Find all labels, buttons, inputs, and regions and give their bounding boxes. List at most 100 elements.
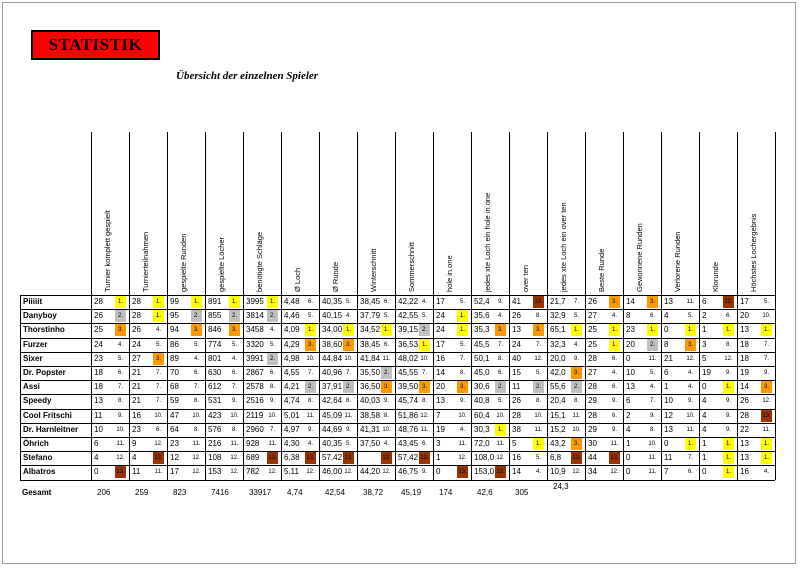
cell-rank: 10. [306, 355, 315, 362]
cell-value: 43,45 [398, 439, 419, 448]
cell-value: 689 [246, 453, 260, 463]
cell-value: 17 [436, 297, 445, 306]
cell-value: 11 [132, 467, 141, 477]
cell-value: 6 [664, 368, 669, 377]
cell-rank: 7. [155, 398, 161, 405]
row-player-name: Albatros [23, 467, 56, 477]
cell-value: 2 [702, 311, 707, 321]
column-header: hole in one [445, 255, 454, 292]
cell-value: 612 [208, 382, 222, 392]
cell-value: 16 [132, 410, 141, 420]
column-header: Klorunde [711, 261, 720, 292]
cell-value: 57,42 [398, 453, 419, 463]
cell-rank: 9. [117, 412, 123, 419]
cell-value: 928 [246, 439, 260, 448]
cell-value: 39,15 [398, 325, 419, 335]
grid-line [319, 132, 320, 480]
cell-rank: 13. [267, 452, 278, 465]
grid-line [661, 132, 662, 480]
cell-value: 89 [170, 353, 179, 363]
cell-rank: 5. [649, 370, 655, 376]
cell-value: 2 [626, 410, 631, 420]
column-header: Winterschnitt [369, 248, 378, 292]
cell-rank: 1. [723, 466, 734, 479]
cell-rank: 10. [230, 412, 239, 419]
cell-rank: 6. [307, 299, 313, 305]
cell-value: 4,30 [284, 439, 300, 448]
cell-value: 108,0 [474, 453, 495, 463]
cell-rank: 11. [496, 441, 505, 447]
row-player-name: Furzer [23, 339, 48, 349]
cell-rank: 1. [761, 324, 772, 337]
cell-value: 21 [664, 353, 673, 363]
cell-rank: 9. [573, 355, 579, 362]
cell-value: 52,4 [474, 297, 490, 306]
cell-rank: 7. [117, 384, 123, 391]
cell-rank: 3. [419, 381, 430, 394]
cell-rank: 12. [116, 455, 125, 462]
cell-rank: 3. [571, 367, 582, 379]
cell-rank: 13. [153, 452, 164, 465]
cell-value: 6 [94, 439, 99, 448]
grid-line [623, 132, 624, 480]
cell-rank: 9. [611, 398, 617, 405]
cell-value: 108 [208, 453, 222, 463]
grid-line [20, 422, 775, 424]
cell-rank: 9. [231, 398, 237, 405]
cell-value: 25 [94, 325, 103, 335]
cell-rank: 13. [723, 296, 734, 308]
cell-value: 0 [664, 325, 669, 335]
cell-rank: 1. [685, 324, 696, 337]
cell-rank: 1. [533, 438, 544, 450]
cell-rank: 6. [725, 313, 731, 320]
cell-rank: 2. [267, 352, 278, 365]
cell-rank: 11. [610, 441, 619, 447]
cell-value: 16 [740, 467, 749, 477]
grid-line [585, 132, 586, 480]
cell-rank: 9. [611, 426, 617, 433]
cell-rank: 11. [344, 412, 353, 419]
cell-rank: 11. [534, 426, 543, 433]
cell-value: 21,7 [550, 297, 566, 306]
cell-value: 46,00 [322, 467, 343, 477]
cell-rank: 10. [496, 412, 505, 419]
grid-line [20, 380, 775, 382]
cell-value: 37,50 [360, 439, 381, 448]
cell-value: 20,0 [550, 353, 566, 363]
cell-value: 6 [626, 396, 631, 406]
cell-rank: 6. [611, 384, 617, 391]
cell-value: 40,35 [322, 297, 343, 306]
cell-value: 44,20 [360, 467, 381, 477]
cell-rank: 12. [458, 455, 467, 462]
cell-value: 37,91 [322, 382, 343, 392]
cell-rank: 1. [153, 296, 164, 308]
cell-value: 13 [664, 424, 673, 434]
cell-value: 13 [626, 382, 635, 392]
column-header: Turnierteilnahmen [141, 231, 150, 292]
cell-rank: 8. [421, 398, 427, 405]
cell-value: 13 [94, 396, 103, 406]
cell-value: 18 [94, 368, 103, 377]
cell-value: 18 [740, 353, 749, 363]
cell-rank: 8. [193, 426, 199, 433]
cell-value: 55,6 [550, 382, 566, 392]
cell-value: 36,50 [360, 382, 381, 392]
cell-rank: 9. [725, 412, 731, 419]
cell-rank: 11. [154, 469, 163, 476]
cell-value: 38,58 [360, 410, 381, 420]
cell-rank: 3. [647, 296, 658, 308]
grid-line [20, 295, 775, 296]
cell-rank: 1. [381, 324, 392, 337]
cell-value: 20 [740, 311, 749, 321]
cell-rank: 1. [723, 381, 734, 394]
cell-value: 26 [512, 396, 521, 406]
cell-value: 21 [132, 382, 141, 392]
cell-value: 846 [208, 325, 222, 335]
cell-value: 3991 [246, 353, 264, 363]
cell-rank: 1. [685, 438, 696, 450]
cell-rank: 10. [420, 355, 429, 362]
cell-rank: 2. [191, 310, 202, 323]
cell-rank: 5. [421, 313, 427, 320]
cell-value: 0 [664, 439, 669, 448]
cell-value: 782 [246, 467, 260, 477]
